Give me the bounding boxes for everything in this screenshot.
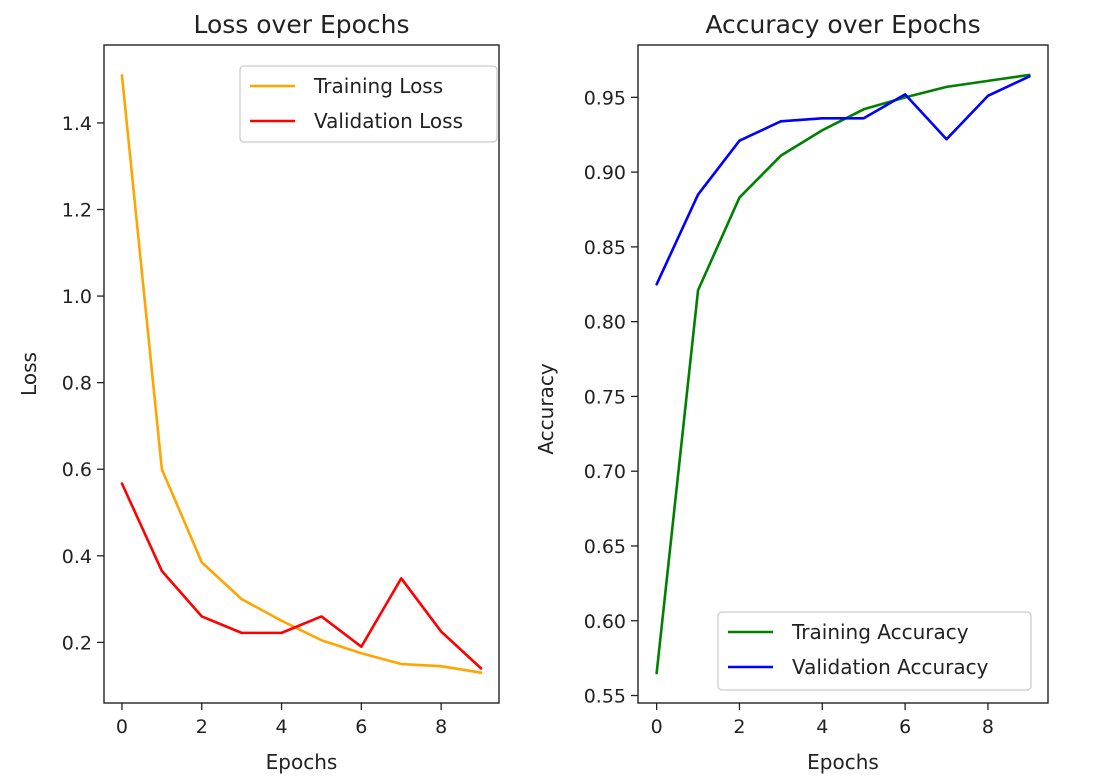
y-axis-label: Accuracy <box>534 363 558 454</box>
y-axis-label: Loss <box>17 352 41 396</box>
x-tick-label: 6 <box>899 716 911 738</box>
y-tick-label: 0.4 <box>62 546 92 568</box>
y-tick-label: 0.8 <box>62 373 92 395</box>
legend-box <box>717 611 1032 691</box>
y-tick-label: 0.6 <box>62 459 92 481</box>
y-tick-label: 1.2 <box>62 200 92 222</box>
y-tick-label: 0.60 <box>584 611 626 633</box>
y-tick-label: 0.55 <box>584 686 626 708</box>
x-axis-label: Epochs <box>807 750 879 774</box>
x-tick-label: 2 <box>196 716 208 738</box>
y-tick-label: 0.95 <box>584 87 626 109</box>
series-line-validation-loss <box>120 482 483 670</box>
y-tick-label: 1.4 <box>62 113 92 135</box>
x-tick-label: 4 <box>276 716 288 738</box>
legend-entry-label: Training Accuracy <box>791 620 969 644</box>
chart-panel-2: 0 2 4 6 8 0.55 0.60 0.65 0.70 0.75 0.80 0.85 0.90 0.9… <box>534 10 1049 774</box>
legend-entry-label: Training Loss <box>313 74 443 98</box>
chart-panel-1: 0 2 4 6 8 0.2 0.4 0.6 0.8 1.0 1.2 1.4 Loss over Epoc… <box>17 10 500 774</box>
x-tick-label: 0 <box>651 716 663 738</box>
series-line-training-loss <box>120 74 483 675</box>
y-tick-label: 0.90 <box>584 162 626 184</box>
series-line-validation-accuracy <box>655 75 1031 286</box>
x-tick-label: 4 <box>816 716 828 738</box>
x-tick-label: 6 <box>355 716 367 738</box>
x-axis-label: Epochs <box>266 750 338 774</box>
axes-frame <box>637 44 1049 704</box>
y-tick-label: 1.0 <box>62 286 92 308</box>
legend-entry-label: Validation Loss <box>314 109 463 133</box>
chart-title: Loss over Epochs <box>193 10 409 39</box>
legend: Training Accuracy Validation Accuracy <box>717 611 1032 691</box>
y-tick-label: 0.2 <box>62 632 92 654</box>
series-line-training-accuracy <box>655 73 1031 675</box>
x-tick-label: 2 <box>733 716 745 738</box>
chart-title: Accuracy over Epochs <box>705 10 980 39</box>
y-tick-label: 0.75 <box>584 386 626 408</box>
axes-frame <box>103 44 500 704</box>
x-tick-label: 8 <box>435 716 447 738</box>
x-tick-label: 8 <box>982 716 994 738</box>
y-tick-label: 0.70 <box>584 461 626 483</box>
y-tick-label: 0.80 <box>584 312 626 334</box>
legend-entry-label: Validation Accuracy <box>792 655 989 679</box>
legend-box <box>239 65 498 143</box>
y-tick-label: 0.65 <box>584 536 626 558</box>
y-tick-label: 0.85 <box>584 237 626 259</box>
legend: Training Loss Validation Loss <box>239 65 498 143</box>
x-tick-label: 0 <box>116 716 128 738</box>
